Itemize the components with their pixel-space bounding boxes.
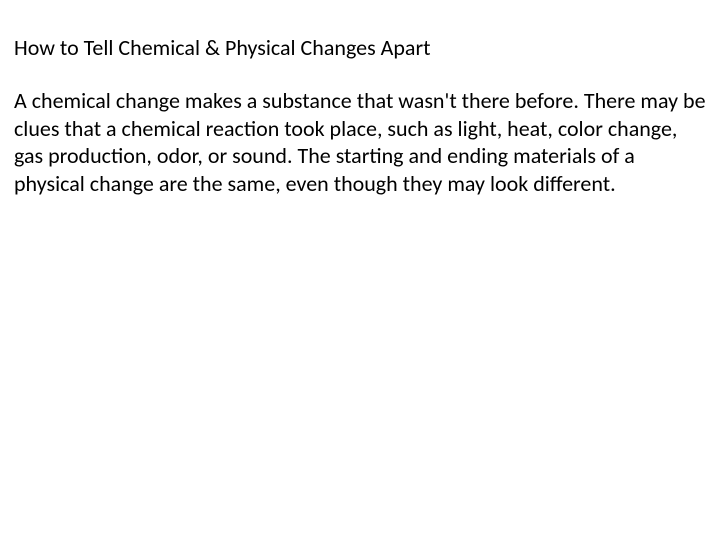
- document-heading: How to Tell Chemical & Physical Changes …: [14, 34, 706, 61]
- document-body: A chemical change makes a substance that…: [14, 87, 706, 197]
